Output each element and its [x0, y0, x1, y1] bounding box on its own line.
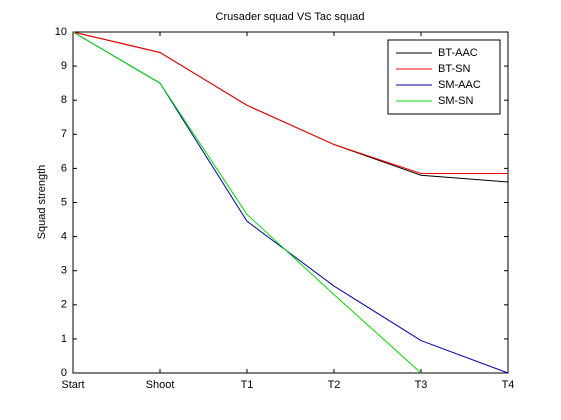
y-tick-label: 6 — [61, 162, 67, 174]
legend-label: SM-SN — [438, 95, 474, 107]
y-tick-label: 9 — [61, 60, 67, 72]
y-tick-label: 0 — [61, 367, 67, 379]
legend-label: BT-SN — [438, 63, 470, 75]
x-tick-label: Start — [61, 379, 84, 391]
legend-box — [387, 39, 501, 115]
y-tick-label: 8 — [61, 94, 67, 106]
series-line — [72, 31, 422, 374]
x-tick-label: Shoot — [146, 379, 175, 391]
y-tick-label: 1 — [61, 333, 67, 345]
x-tick-label: T2 — [328, 379, 341, 391]
y-tick-label: 3 — [61, 265, 67, 277]
y-tick-label: 4 — [61, 231, 67, 243]
y-tick-label: 10 — [55, 26, 67, 38]
y-tick-label: 5 — [61, 196, 67, 208]
y-axis-label: Squad strength — [36, 165, 48, 240]
x-tick-label: T3 — [415, 379, 428, 391]
series-line — [72, 31, 508, 175]
x-tick-label: T1 — [241, 379, 254, 391]
x-tick-label: T4 — [502, 379, 515, 391]
y-tick-label: 7 — [61, 128, 67, 140]
chart-title: Crusader squad VS Tac squad — [216, 11, 365, 23]
legend-label: BT-AAC — [438, 47, 478, 59]
legend-label: SM-AAC — [438, 79, 481, 91]
y-tick-label: 2 — [61, 299, 67, 311]
